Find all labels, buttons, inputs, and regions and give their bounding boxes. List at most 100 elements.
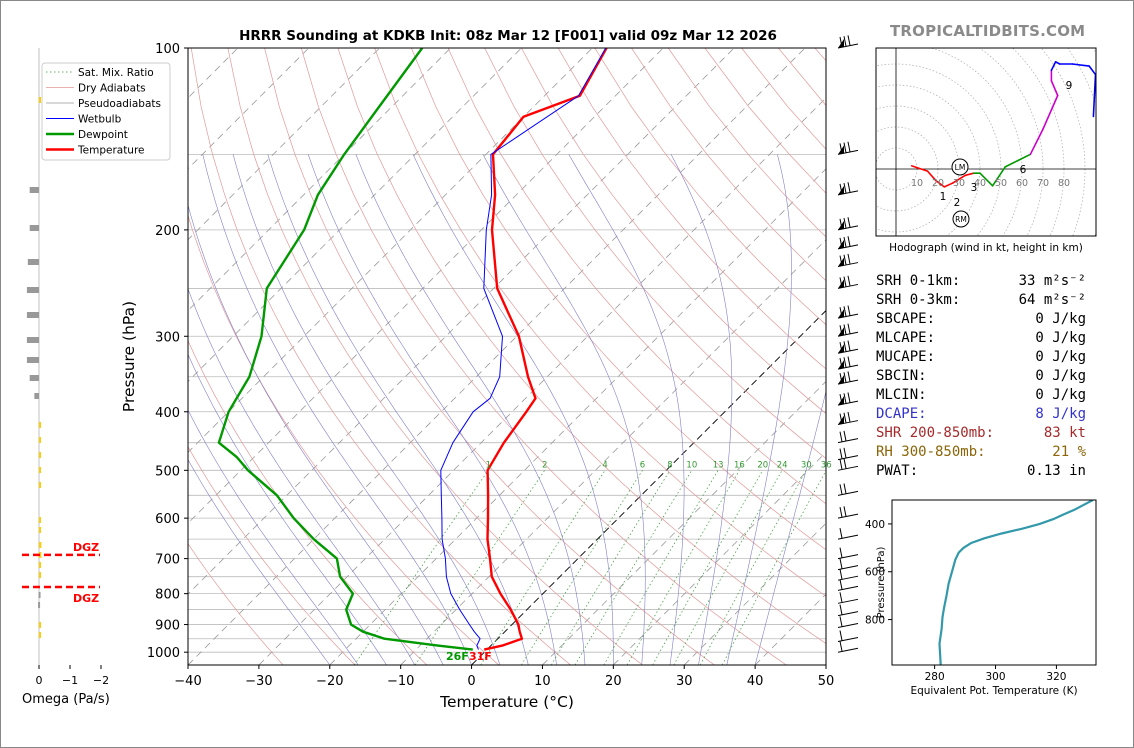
wind-barb-pennant: [838, 239, 844, 249]
x-tick-label: −20: [316, 674, 343, 689]
stat-value: 0 J/kg: [1035, 349, 1086, 365]
stat-value: 21 %: [1052, 444, 1086, 460]
mixing-ratio-label: 13: [713, 460, 724, 470]
dewpoint-line: [217, 48, 473, 651]
wind-barb-feather: [843, 357, 847, 368]
wind-barb-feather: [847, 323, 851, 334]
mixing-ratio-line: [652, 470, 764, 665]
omega-bar: [39, 552, 42, 558]
mixing-ratio-line: [550, 470, 671, 665]
isotherm-line: [188, 48, 522, 383]
hodograph-segment: [1050, 80, 1059, 97]
wind-barb-pennant: [838, 360, 844, 370]
y-tick-label: 700: [155, 553, 180, 568]
hodograph-segment: [979, 172, 990, 183]
wind-barb-feather: [843, 483, 847, 494]
wind-barb-feather: [839, 448, 843, 459]
stat-row: SRH 0-3km: 64 m²s⁻²: [876, 291, 1096, 310]
omega-bar: [39, 622, 41, 628]
wind-barb-pennant: [838, 396, 844, 406]
wind-barb-feather: [839, 528, 843, 539]
stat-label: MLCIN:: [876, 387, 927, 403]
theta-e-y-axis-label: Pressure (hPa): [876, 547, 887, 619]
watermark: TROPICALTIDBITS.COM: [890, 22, 1086, 40]
dry-adiabat: [188, 543, 284, 665]
x-axis-label: Temperature (°C): [439, 693, 574, 711]
wind-barb-feather: [839, 558, 843, 569]
stat-row: DCAPE: 8 J/kg: [876, 405, 1096, 424]
stat-value: 83 kt: [1043, 425, 1086, 441]
y-tick-label: 300: [155, 330, 180, 345]
isotherm-line: [258, 97, 826, 665]
wind-barb-pennant: [838, 375, 844, 385]
stat-label: PWAT:: [876, 463, 919, 479]
x-tick-label: 40: [747, 674, 764, 689]
wind-barb-staff: [837, 438, 859, 444]
dry-adiabat: [594, 48, 826, 326]
y-tick-label: 500: [155, 464, 180, 479]
hodograph-ring-label: 10: [911, 178, 923, 189]
omega-bar: [26, 312, 39, 318]
hodograph-segment: [935, 179, 946, 188]
wind-barb-feather: [839, 431, 843, 442]
isotherm-line: [188, 48, 806, 665]
mixing-ratio-line: [574, 470, 693, 665]
wind-barb-feather: [843, 430, 847, 441]
hodograph-segment: [987, 180, 994, 187]
wind-barb-pennant: [838, 220, 844, 230]
y-tick-label: 100: [155, 42, 180, 57]
hodograph-segment: [1004, 159, 1019, 168]
isotherm-line: [329, 168, 826, 665]
pseudoadiabat: [355, 154, 586, 665]
mixing-ratio-line: [521, 470, 643, 665]
wind-barb-pennant: [838, 415, 844, 425]
wind-barb-staff: [837, 554, 859, 560]
omega-bar: [26, 357, 39, 363]
dry-adiabat: [227, 48, 643, 665]
stat-row: MLCIN: 0 J/kg: [876, 386, 1096, 405]
isotherm-line: [188, 48, 664, 524]
omega-bar: [38, 602, 41, 608]
theta-e-x-axis-label: Equivalent Pot. Temperature (K): [910, 685, 1077, 697]
stat-value: 0.13 in: [1026, 463, 1086, 479]
skewt-plot: 1 2 4 6 8 10 13 16 20 24 30 36100200300400500600700…: [120, 35, 859, 711]
wind-barb-feather: [843, 182, 847, 194]
stat-row: MLCAPE: 0 J/kg: [876, 329, 1096, 348]
stat-label: SBCIN:: [876, 368, 927, 384]
wind-barb-staff: [837, 611, 859, 617]
wind-barb-pennant: [838, 327, 844, 337]
storm-motion-label: RM: [955, 215, 967, 224]
omega-bar: [39, 542, 42, 548]
wind-barb-feather: [839, 592, 843, 603]
storm-motion-marker: [952, 210, 970, 228]
wind-barb-feather: [847, 305, 851, 316]
wind-barb-feather: [847, 217, 851, 228]
stat-row: SBCAPE: 0 J/kg: [876, 310, 1096, 329]
mixing-ratio-label: 1: [486, 460, 491, 470]
isotherm-line: [613, 451, 826, 665]
y-tick-label: 200: [155, 224, 180, 239]
wind-barb-staff: [837, 598, 859, 604]
wind-barb-feather: [847, 340, 851, 351]
hodograph-ring-label: 20: [932, 178, 944, 189]
dry-adiabat: [188, 214, 500, 665]
pseudoadiabat: [754, 389, 826, 665]
mixing-ratio-label: 10: [686, 460, 697, 470]
omega-bar: [34, 393, 39, 399]
pseudoadiabat: [568, 154, 685, 665]
theta-e-y-tick-label: 600: [865, 567, 885, 579]
wind-barb-feather: [843, 412, 847, 423]
stat-row: SRH 0-1km: 33 m²s⁻²: [876, 272, 1096, 291]
omega-bar: [39, 467, 41, 473]
x-tick-label: 50: [818, 674, 835, 689]
stat-label: MUCAPE:: [876, 349, 936, 365]
hodograph-segment: [951, 174, 967, 184]
pseudoadiabat: [188, 459, 331, 665]
wind-barb-feather: [847, 35, 851, 46]
dry-adiabat: [190, 48, 571, 665]
stat-row: PWAT: 0.13 in: [876, 462, 1096, 481]
wind-barb-feather: [847, 236, 851, 247]
omega-bar: [29, 375, 39, 381]
legend-label: Temperature: [77, 145, 145, 157]
